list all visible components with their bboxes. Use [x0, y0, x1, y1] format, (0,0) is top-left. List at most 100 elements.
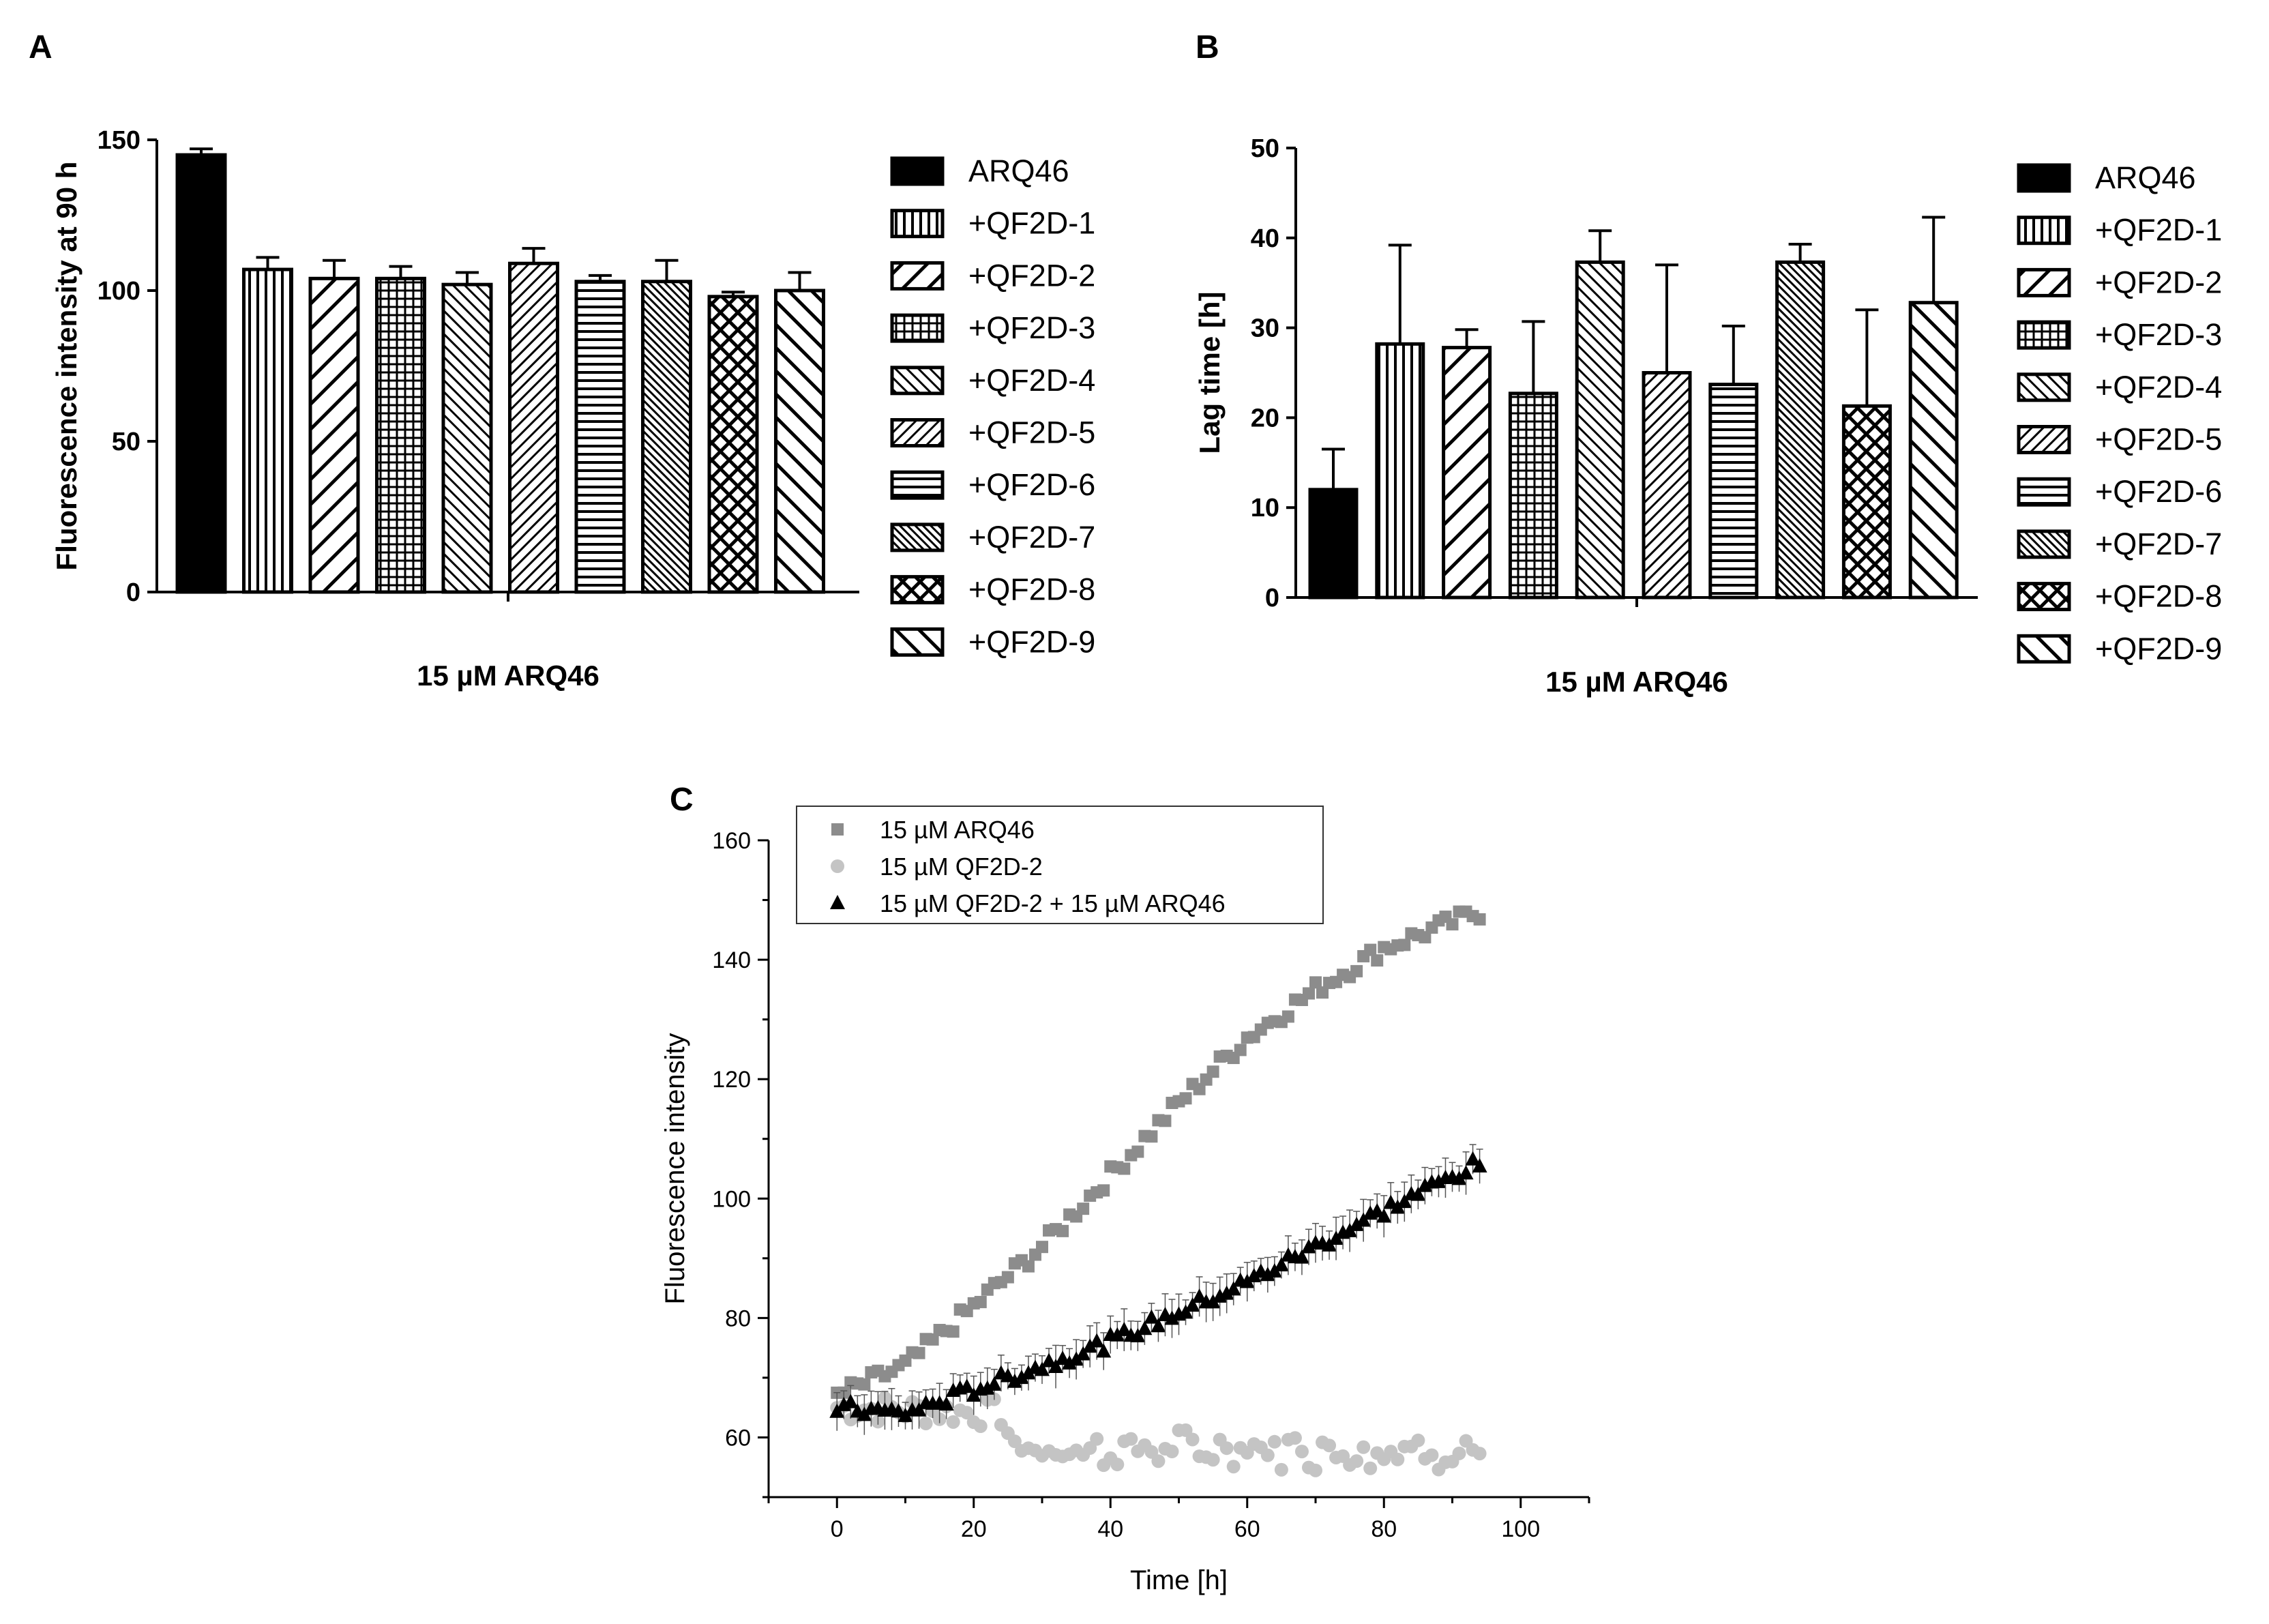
legend-swatch: [890, 156, 945, 186]
data-point: [1465, 1151, 1481, 1166]
legend-swatch: [2017, 582, 2071, 612]
data-point: [1001, 1271, 1014, 1284]
data-point: [913, 1346, 925, 1359]
bar-qf2d-1: [242, 267, 293, 594]
y-tick-label: 0: [1265, 584, 1279, 612]
bar-qf2d-2: [1442, 346, 1492, 600]
data-point: [1419, 931, 1432, 944]
data-point: [1267, 1434, 1281, 1449]
legend-swatch: [890, 313, 945, 343]
data-point: [1124, 1432, 1138, 1446]
legend-label: ARQ46: [968, 153, 1069, 188]
data-point: [1294, 1445, 1309, 1459]
data-point: [1473, 913, 1486, 926]
data-point: [1062, 1355, 1078, 1370]
bar-qf2d-9: [1908, 301, 1959, 600]
data-point: [1260, 1267, 1275, 1282]
data-point: [1452, 1446, 1466, 1460]
legend-label: +QF2D-4: [2095, 370, 2222, 404]
y-tick-label: 120: [712, 1067, 751, 1093]
data-point: [1048, 1358, 1064, 1373]
legend-label: +QF2D-6: [968, 467, 1095, 502]
data-point: [1000, 1368, 1015, 1383]
legend-swatch: [890, 261, 945, 291]
data-point: [1234, 1044, 1247, 1057]
legend-label: +QF2D-1: [968, 206, 1095, 241]
legend-label: +QF2D-9: [2095, 631, 2222, 666]
legend-label: +QF2D-2: [2095, 265, 2222, 299]
series-circle: [830, 1391, 1487, 1477]
data-point: [947, 1325, 960, 1338]
y-axis-title: Fluorescence intensity: [660, 1033, 690, 1305]
series-triangle: [829, 1144, 1487, 1435]
legend-label: +QF2D-5: [2095, 422, 2222, 457]
y-tick-label: 50: [112, 428, 140, 456]
x-tick-label: 20: [961, 1516, 987, 1542]
legend-marker: [831, 859, 844, 873]
data-point: [1301, 1239, 1316, 1254]
data-point: [1260, 1448, 1275, 1462]
data-point: [1096, 1343, 1112, 1358]
data-point: [1281, 1010, 1294, 1023]
data-point: [1273, 1257, 1289, 1272]
data-point: [1425, 1448, 1439, 1462]
bar-qf2d-5: [508, 261, 559, 594]
data-point: [979, 1380, 995, 1395]
data-point: [1472, 1158, 1487, 1173]
x-tick-label: 80: [1371, 1516, 1397, 1542]
legend-label: +QF2D-3: [2095, 317, 2222, 352]
data-point: [1069, 1351, 1084, 1366]
data-point: [1369, 1202, 1385, 1217]
data-point: [1349, 1216, 1365, 1231]
data-point: [1007, 1373, 1022, 1388]
data-point: [1458, 1165, 1474, 1180]
legend-swatch: [2017, 425, 2071, 454]
data-point: [1206, 1065, 1219, 1078]
legend-label: +QF2D-1: [2095, 213, 2222, 248]
bar-qf2d-8: [707, 295, 759, 594]
panel-letter: A: [29, 29, 53, 65]
legend-swatch: [2017, 163, 2071, 193]
legend-box: [796, 806, 1324, 924]
legend-swatch: [2017, 372, 2071, 402]
bar-qf2d-6: [574, 280, 626, 594]
legend-swatch: [890, 209, 945, 239]
data-point: [1364, 943, 1377, 956]
data-point: [926, 1333, 939, 1346]
data-point: [1309, 976, 1322, 989]
panel-c: C 0 20 40 60 80 100 60 80 100 120 140 160 Time [h] Flu…: [660, 782, 1590, 1595]
data-point: [1410, 1186, 1426, 1201]
data-point: [1097, 1184, 1110, 1197]
legend-label: 15 µM ARQ46: [880, 816, 1035, 844]
legend-label: +QF2D-8: [2095, 579, 2222, 614]
data-point: [1089, 1333, 1105, 1348]
data-point: [1116, 1321, 1132, 1336]
data-point: [1193, 1082, 1206, 1095]
data-point: [1356, 1440, 1371, 1454]
data-point: [1309, 1463, 1322, 1477]
data-point: [1130, 1328, 1146, 1343]
y-tick-label: 160: [712, 828, 751, 854]
y-tick-label: 140: [712, 947, 751, 973]
data-point: [1145, 1130, 1158, 1143]
legend-swatch: [890, 366, 945, 396]
data-point: [1151, 1454, 1166, 1468]
y-axis-title: Lag time [h]: [1193, 292, 1226, 454]
y-tick-label: 10: [1251, 494, 1279, 522]
legend-swatch: [2017, 320, 2071, 350]
data-point: [1118, 1162, 1131, 1175]
data-point: [1274, 1462, 1288, 1477]
data-point: [960, 1406, 974, 1420]
data-point: [1390, 1199, 1406, 1214]
y-tick-label: 20: [1251, 404, 1279, 432]
data-point: [1077, 1202, 1090, 1215]
bar-arq46: [175, 153, 227, 594]
legend-swatch: [2017, 529, 2071, 559]
data-point: [1164, 1310, 1180, 1325]
legend-label: 15 µM QF2D-2: [880, 853, 1043, 881]
data-point: [1391, 1452, 1405, 1466]
data-point: [1431, 1173, 1447, 1188]
data-point: [1137, 1320, 1153, 1335]
legend-label: +QF2D-7: [968, 520, 1095, 555]
